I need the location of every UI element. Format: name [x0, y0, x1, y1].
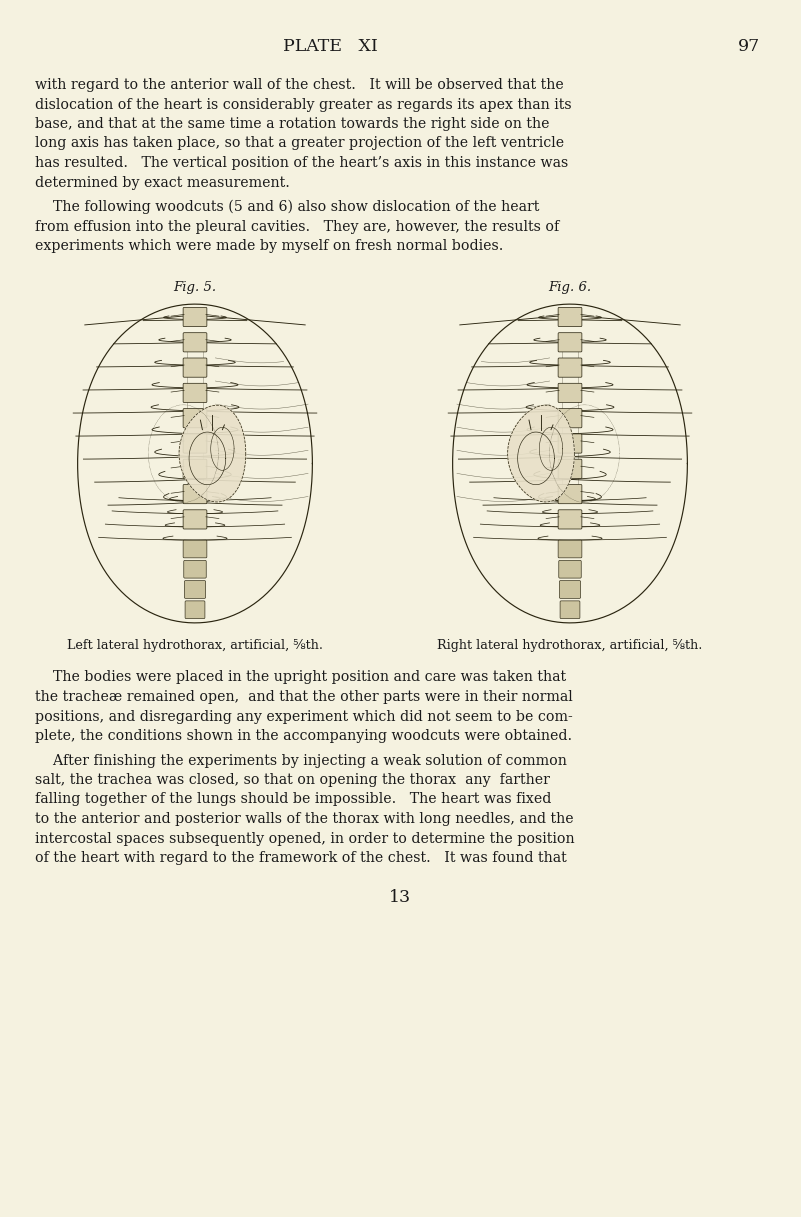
FancyBboxPatch shape [183, 409, 207, 428]
Text: After finishing the experiments by injecting a weak solution of common: After finishing the experiments by injec… [35, 753, 567, 768]
FancyBboxPatch shape [185, 601, 205, 618]
FancyBboxPatch shape [558, 332, 582, 352]
Text: 13: 13 [389, 888, 411, 905]
FancyBboxPatch shape [559, 581, 581, 599]
Text: to the anterior and posterior walls of the thorax with long needles, and the: to the anterior and posterior walls of t… [35, 812, 574, 826]
FancyBboxPatch shape [558, 484, 582, 504]
FancyBboxPatch shape [558, 383, 582, 403]
FancyBboxPatch shape [558, 409, 582, 428]
FancyBboxPatch shape [559, 560, 582, 578]
Text: has resulted.   The vertical position of the heart’s axis in this instance was: has resulted. The vertical position of t… [35, 156, 568, 170]
Text: experiments which were made by myself on fresh normal bodies.: experiments which were made by myself on… [35, 239, 503, 253]
FancyBboxPatch shape [558, 308, 582, 326]
FancyBboxPatch shape [558, 358, 582, 377]
Text: long axis has taken place, so that a greater projection of the left ventricle: long axis has taken place, so that a gre… [35, 136, 564, 151]
FancyBboxPatch shape [183, 560, 206, 578]
FancyBboxPatch shape [183, 383, 207, 403]
FancyBboxPatch shape [560, 601, 580, 618]
Text: with regard to the anterior wall of the chest.   It will be observed that the: with regard to the anterior wall of the … [35, 78, 564, 92]
Text: 97: 97 [738, 38, 760, 55]
Text: of the heart with regard to the framework of the chest.   It was found that: of the heart with regard to the framewor… [35, 851, 567, 865]
FancyBboxPatch shape [183, 459, 207, 478]
FancyBboxPatch shape [183, 510, 207, 529]
Text: Left lateral hydrothorax, artificial, ⅝th.: Left lateral hydrothorax, artificial, ⅝t… [67, 639, 323, 651]
Text: dislocation of the heart is considerably greater as regards its apex than its: dislocation of the heart is considerably… [35, 97, 572, 112]
Text: salt, the trachea was closed, so that on opening the thorax  any  farther: salt, the trachea was closed, so that on… [35, 773, 549, 787]
FancyBboxPatch shape [558, 510, 582, 529]
Text: PLATE   XI: PLATE XI [283, 38, 377, 55]
Text: determined by exact measurement.: determined by exact measurement. [35, 175, 290, 190]
Text: positions, and disregarding any experiment which did not seem to be com-: positions, and disregarding any experime… [35, 710, 573, 723]
Text: the tracheæ remained open,  and that the other parts were in their normal: the tracheæ remained open, and that the … [35, 690, 573, 703]
FancyBboxPatch shape [558, 434, 582, 453]
Text: Fig. 6.: Fig. 6. [549, 280, 592, 293]
Text: plete, the conditions shown in the accompanying woodcuts were obtained.: plete, the conditions shown in the accom… [35, 729, 572, 744]
Polygon shape [78, 304, 312, 623]
Text: The following woodcuts (5 and 6) also show dislocation of the heart: The following woodcuts (5 and 6) also sh… [35, 200, 539, 214]
Text: base, and that at the same time a rotation towards the right side on the: base, and that at the same time a rotati… [35, 117, 549, 131]
Polygon shape [508, 405, 574, 501]
Text: from effusion into the pleural cavities.   They are, however, the results of: from effusion into the pleural cavities.… [35, 219, 559, 234]
Polygon shape [179, 405, 246, 501]
Text: Right lateral hydrothorax, artificial, ⅝th.: Right lateral hydrothorax, artificial, ⅝… [437, 639, 702, 651]
Text: falling together of the lungs should be impossible.   The heart was fixed: falling together of the lungs should be … [35, 792, 551, 807]
Text: Fig. 5.: Fig. 5. [174, 280, 216, 293]
FancyBboxPatch shape [184, 581, 206, 599]
Text: The bodies were placed in the upright position and care was taken that: The bodies were placed in the upright po… [35, 671, 566, 684]
FancyBboxPatch shape [558, 540, 582, 557]
FancyBboxPatch shape [183, 540, 207, 557]
FancyBboxPatch shape [183, 484, 207, 504]
FancyBboxPatch shape [183, 308, 207, 326]
Text: intercostal spaces subsequently opened, in order to determine the position: intercostal spaces subsequently opened, … [35, 831, 574, 846]
FancyBboxPatch shape [183, 358, 207, 377]
FancyBboxPatch shape [183, 332, 207, 352]
FancyBboxPatch shape [558, 459, 582, 478]
Polygon shape [453, 304, 687, 623]
FancyBboxPatch shape [183, 434, 207, 453]
